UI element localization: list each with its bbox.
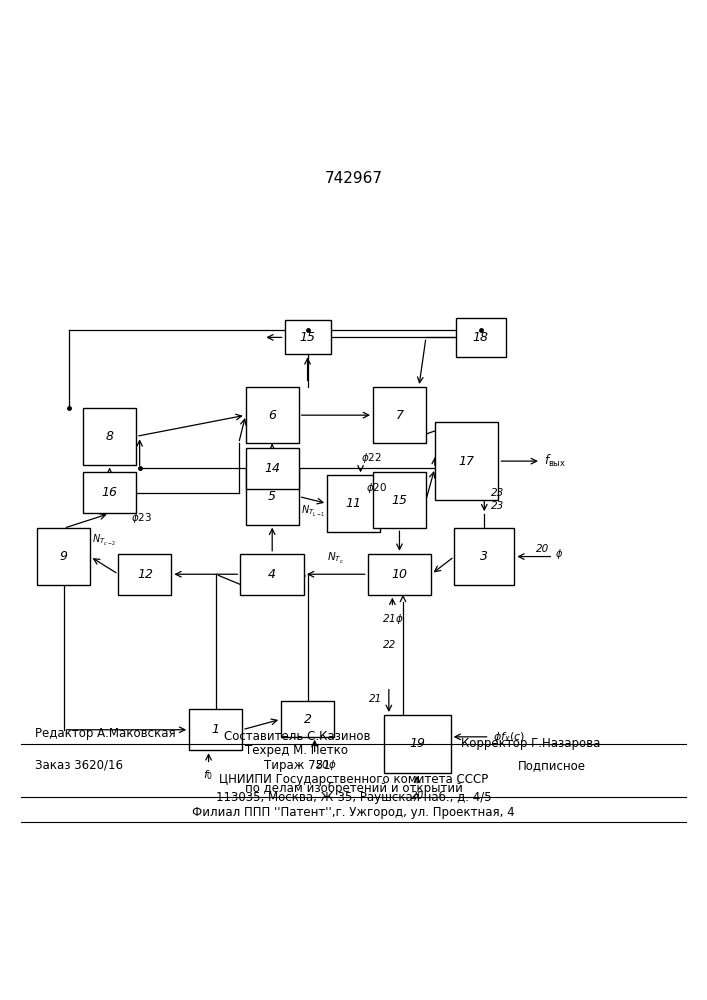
Bar xyxy=(383,715,450,773)
Text: 3: 3 xyxy=(480,550,489,563)
Text: 22: 22 xyxy=(382,640,396,650)
Bar xyxy=(83,408,136,465)
Text: 9: 9 xyxy=(59,550,68,563)
Bar xyxy=(83,472,136,513)
Text: 21: 21 xyxy=(368,694,382,704)
Text: 11: 11 xyxy=(346,497,361,510)
Text: Редактор А.Маковская: Редактор А.Маковская xyxy=(35,727,176,740)
Text: 4: 4 xyxy=(268,568,276,581)
Text: Филиал ППП ''Патент'',г. Ужгород, ул. Проектная, 4: Филиал ППП ''Патент'',г. Ужгород, ул. Пр… xyxy=(192,806,515,819)
Bar xyxy=(240,554,304,595)
Text: 12: 12 xyxy=(137,568,153,581)
Bar xyxy=(373,387,426,443)
Text: $\phi$: $\phi$ xyxy=(556,547,563,561)
Bar xyxy=(246,387,298,443)
Bar xyxy=(327,475,380,532)
Text: 1: 1 xyxy=(211,723,220,736)
Text: 10: 10 xyxy=(392,568,407,581)
Bar xyxy=(373,472,426,528)
Bar xyxy=(368,554,431,595)
Text: $N_{T_{L-1}}$: $N_{T_{L-1}}$ xyxy=(300,504,325,519)
Text: 5: 5 xyxy=(268,490,276,503)
Text: $f_{\text{вых}}$: $f_{\text{вых}}$ xyxy=(544,453,566,469)
Text: 23: 23 xyxy=(491,488,505,498)
Text: 18: 18 xyxy=(473,331,489,344)
Bar xyxy=(246,468,298,525)
Text: ЦНИИПИ Государственного комитета СССР: ЦНИИПИ Государственного комитета СССР xyxy=(219,773,488,786)
Text: $\phi$23: $\phi$23 xyxy=(131,511,152,525)
Bar xyxy=(455,528,515,585)
Text: 15: 15 xyxy=(392,493,407,506)
Text: 17: 17 xyxy=(459,455,474,468)
Text: по делам изобретений и открытий: по делам изобретений и открытий xyxy=(245,782,462,795)
Text: 8: 8 xyxy=(105,430,114,443)
Bar xyxy=(435,422,498,500)
Bar xyxy=(281,701,334,737)
Text: 20$\phi$: 20$\phi$ xyxy=(315,758,337,772)
Bar xyxy=(189,709,242,750)
Text: $\phi f_x(c)$: $\phi f_x(c)$ xyxy=(493,730,525,744)
Bar xyxy=(37,528,90,585)
Text: 21$\phi$: 21$\phi$ xyxy=(382,612,403,626)
Bar xyxy=(456,318,506,357)
Text: 113035, Москва, Ж-35, Раушская наб., д. 4/5: 113035, Москва, Ж-35, Раушская наб., д. … xyxy=(216,791,491,804)
Text: 20: 20 xyxy=(411,791,423,801)
Text: Заказ 3620/16: Заказ 3620/16 xyxy=(35,759,123,772)
Text: 15: 15 xyxy=(300,331,315,344)
Text: $f_0$: $f_0$ xyxy=(204,768,214,782)
Bar xyxy=(118,554,171,595)
Text: $\phi$20: $\phi$20 xyxy=(366,481,387,495)
Text: 6: 6 xyxy=(268,409,276,422)
Bar xyxy=(246,448,298,489)
Text: 14: 14 xyxy=(264,462,280,475)
Text: Составитель С.Казинов: Составитель С.Казинов xyxy=(223,730,370,743)
Text: Тираж 751: Тираж 751 xyxy=(264,759,330,772)
Text: $N_{T_{c-2}}$: $N_{T_{c-2}}$ xyxy=(92,533,117,548)
Text: 16: 16 xyxy=(102,486,117,499)
Text: Корректор Г.Назарова: Корректор Г.Назарова xyxy=(460,737,600,750)
Bar xyxy=(284,320,330,354)
Text: $\phi$22: $\phi$22 xyxy=(361,451,382,465)
Text: 20: 20 xyxy=(536,544,549,554)
Text: 23: 23 xyxy=(491,501,505,511)
Text: 7: 7 xyxy=(395,409,404,422)
Text: 2: 2 xyxy=(303,713,312,726)
Text: $N_{T_c}$: $N_{T_c}$ xyxy=(327,551,344,566)
Text: Подписное: Подписное xyxy=(518,759,585,772)
Text: 742967: 742967 xyxy=(325,171,382,186)
Text: Техред М. Петко: Техред М. Петко xyxy=(245,744,349,757)
Text: 19: 19 xyxy=(409,737,425,750)
